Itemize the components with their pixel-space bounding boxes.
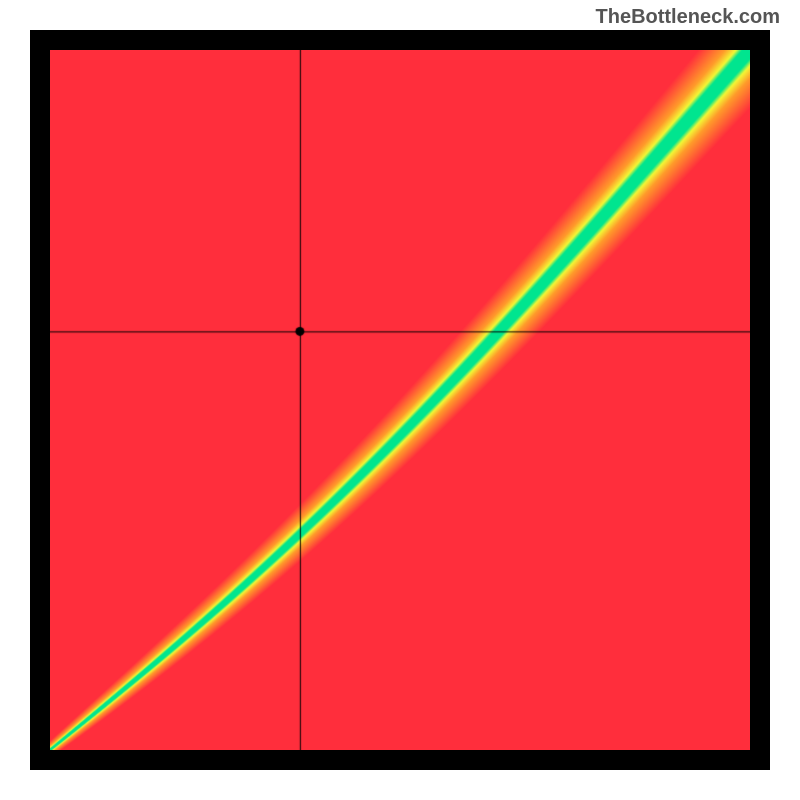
heatmap-plot	[50, 50, 750, 750]
heatmap-canvas	[50, 50, 750, 750]
watermark-text: TheBottleneck.com	[596, 6, 780, 29]
chart-container: TheBottleneck.com	[0, 0, 800, 800]
chart-frame	[30, 30, 770, 770]
